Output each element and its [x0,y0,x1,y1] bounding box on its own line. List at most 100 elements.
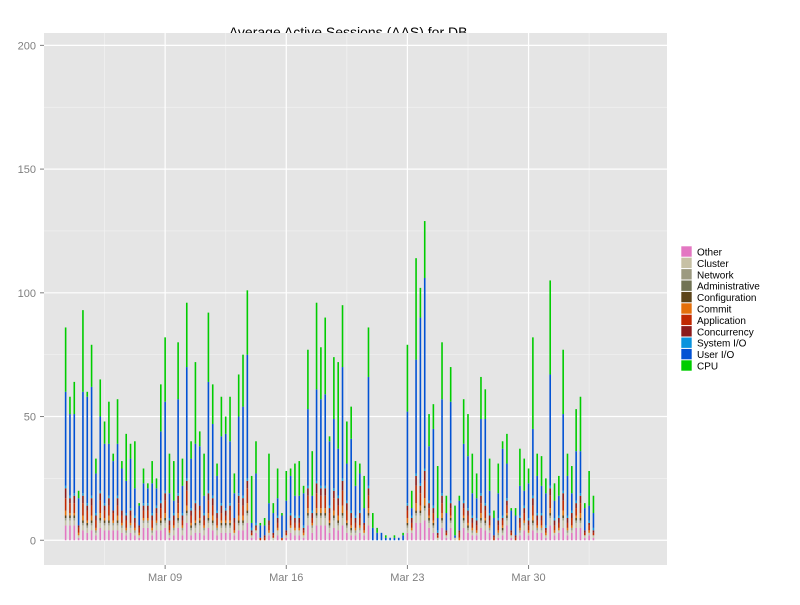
bar-segment-concurrency [242,498,244,506]
bar-segment-cpu [203,453,205,496]
bar-segment-other [177,527,179,541]
bar-segment-user_io [458,500,461,531]
bar-segment-other [224,532,227,541]
bar-segment-cluster [302,535,305,538]
bar-segment-system_io [160,500,162,504]
y-tick-label: 150 [18,164,36,176]
bar-segment-system_io [341,478,344,481]
bar-segment-other [99,527,102,541]
bar-segment-cpu [307,349,309,410]
bar-segment-other [575,527,577,541]
bar-segment-application [471,522,474,528]
bar-segment-application [549,495,551,509]
bar-segment-cluster [147,522,149,528]
bar-segment-concurrency [69,498,71,504]
bar-segment-configuration [90,520,93,523]
bar-segment-cpu [138,503,140,506]
bar-segment-cluster [497,535,500,538]
bar-segment-system_io [86,503,89,506]
bar-segment-other [540,532,543,541]
bar-segment-network [419,513,422,516]
bar-segment-other [86,532,89,541]
bar-segment-other [363,535,365,541]
bar-segment-system_io [194,500,197,504]
bar-segment-configuration [177,517,179,521]
bar-segment-cluster [363,532,365,536]
bar-segment-user_io [350,438,352,511]
bar-segment-application [125,520,128,528]
bar-segment-cpu [350,406,352,439]
y-tick-label: 50 [24,412,36,424]
bar-segment-cluster [246,515,249,523]
bar-segment-network [121,525,123,528]
bar-segment-other [307,525,309,541]
bar-segment-configuration [307,513,309,516]
bar-segment-application [129,515,132,523]
bar-segment-configuration [194,522,197,526]
bar-segment-configuration [562,515,564,518]
bar-segment-concurrency [198,505,201,511]
bar-segment-configuration [207,517,210,521]
bar-segment-application [307,495,309,509]
bar-segment-system_io [151,513,153,516]
bar-segment-cpu [458,495,461,501]
bar-segment-configuration [198,520,201,523]
bar-segment-concurrency [432,508,435,514]
bar-segment-cpu [441,342,443,400]
bar-segment-application [155,513,158,521]
bar-segment-system_io [558,515,560,518]
bar-segment-cluster [545,535,547,538]
bar-segment-cpu [545,478,547,494]
bar-segment-configuration [579,517,582,521]
x-tick-label: Mar 09 [148,572,182,584]
bar-segment-system_io [315,480,318,484]
bar-segment-system_io [125,513,128,516]
bar-segment-concurrency [185,480,188,491]
bar-segment-concurrency [592,530,595,533]
bar-segment-system_io [73,493,76,496]
bar-segment-commit [333,510,335,516]
bar-segment-network [432,525,435,528]
bar-segment-commit [216,525,218,528]
bar-segment-application [350,517,352,526]
bar-segment-cpu [259,522,262,526]
bar-segment-system_io [449,500,452,504]
bar-segment-network [185,513,188,516]
bar-segment-system_io [549,485,551,489]
bar-segment-network [566,530,569,533]
bar-segment-commit [233,530,236,533]
x-tick-label: Mar 30 [511,572,545,584]
bar-segment-network [307,515,309,518]
bar-segment-user_io [519,485,521,516]
bar-segment-concurrency [497,520,500,526]
bar-segment-application [484,510,487,518]
bar-segment-concurrency [108,498,110,506]
bar-segment-concurrency [558,517,560,523]
bar-segment-other [527,535,530,541]
bar-segment-other [129,532,132,541]
y-tick-label: 200 [18,40,36,52]
bar-segment-other [480,527,482,541]
bar-segment-application [237,503,240,516]
bar-segment-concurrency [302,527,305,531]
bar-segment-commit [190,522,192,526]
bar-segment-configuration [108,520,110,523]
bar-segment-concurrency [82,495,84,504]
bar-segment-configuration [419,510,422,514]
bar-segment-user_io [207,381,210,491]
legend-label: Commit [697,305,732,316]
bar-segment-commit [121,522,123,526]
bar-segment-cpu [73,381,76,415]
bar-segment-system_io [527,517,530,521]
bar-segment-cpu [367,327,370,377]
bar-segment-concurrency [168,520,171,526]
bar-segment-configuration [237,520,240,523]
bar-segment-other [190,535,192,541]
bar-segment-other [77,537,80,541]
bar-segment-user_io [181,485,184,514]
bar-segment-other [441,527,443,541]
bar-segment-concurrency [64,488,67,499]
bar-segment-network [367,515,370,518]
bar-segment-concurrency [333,490,335,499]
bars [64,221,595,541]
